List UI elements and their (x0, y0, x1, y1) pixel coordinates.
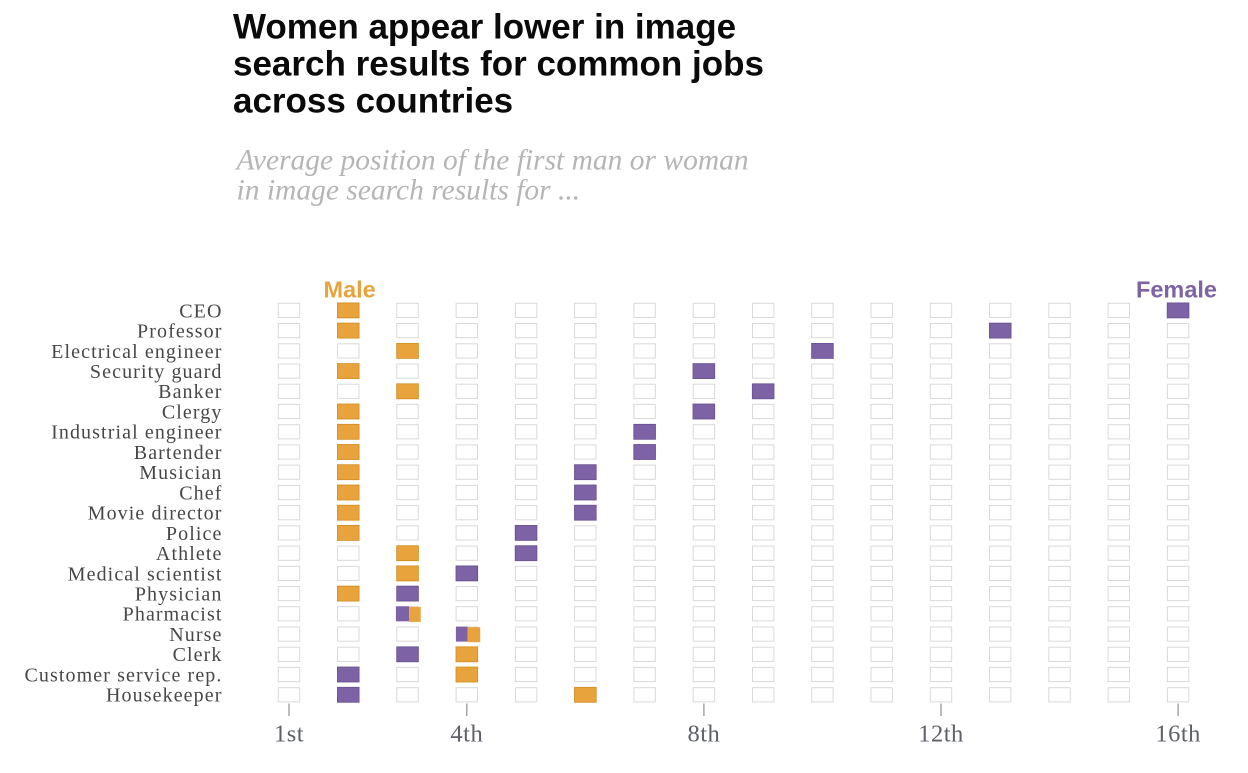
svg-text:Customer service rep.: Customer service rep. (24, 664, 222, 686)
svg-text:Medical scientist: Medical scientist (68, 563, 223, 585)
svg-text:Security guard: Security guard (90, 361, 223, 383)
svg-text:Average position of the first: Average position of the first man or wom… (235, 144, 749, 176)
svg-text:Clerk: Clerk (173, 644, 223, 666)
svg-text:Banker: Banker (158, 381, 222, 403)
svg-text:Professor: Professor (137, 321, 222, 343)
svg-text:Housekeeper: Housekeeper (106, 685, 223, 707)
svg-text:Athlete: Athlete (156, 543, 223, 565)
svg-text:Movie director: Movie director (88, 503, 223, 525)
svg-text:Chef: Chef (179, 482, 222, 504)
svg-text:Pharmacist: Pharmacist (123, 604, 223, 626)
svg-text:in image search results for ..: in image search results for ... (237, 175, 581, 207)
svg-text:Industrial engineer: Industrial engineer (51, 422, 222, 444)
svg-text:across countries: across countries (233, 82, 513, 121)
svg-text:Physician: Physician (135, 584, 223, 606)
svg-text:16th: 16th (1155, 721, 1201, 748)
svg-text:Women appear lower in image: Women appear lower in image (233, 8, 736, 47)
svg-text:Nurse: Nurse (169, 624, 222, 646)
svg-text:Musician: Musician (139, 462, 222, 484)
svg-text:Bartender: Bartender (134, 442, 223, 464)
svg-text:CEO: CEO (179, 300, 222, 322)
svg-text:Electrical engineer: Electrical engineer (51, 341, 222, 363)
svg-text:search results for common jobs: search results for common jobs (233, 45, 764, 84)
svg-text:Male: Male (324, 277, 376, 303)
svg-text:Police: Police (166, 523, 223, 545)
svg-text:Female: Female (1136, 277, 1217, 303)
svg-text:4th: 4th (450, 721, 483, 748)
svg-text:8th: 8th (687, 721, 720, 748)
svg-text:12th: 12th (918, 721, 964, 748)
svg-text:1st: 1st (274, 721, 304, 748)
svg-text:Clergy: Clergy (162, 401, 223, 423)
